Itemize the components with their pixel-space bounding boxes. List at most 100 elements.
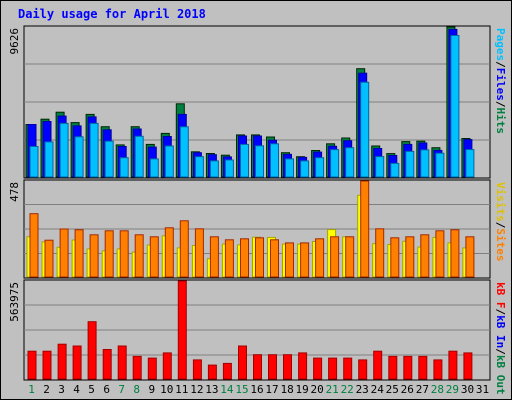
bar-pages-day-17 (270, 143, 279, 178)
bar-kbytes-day-14 (222, 362, 232, 380)
bar-sites-day-14 (224, 239, 234, 278)
panel-top-max-label: 9626 (8, 28, 21, 55)
legend-entry: kB In (494, 315, 507, 348)
day-label-26: 26 (401, 383, 414, 396)
bar-sites-day-24 (375, 228, 385, 278)
bar-pages-day-28 (435, 152, 445, 178)
legend-entry: Files (494, 68, 507, 101)
bar-sites-day-4 (74, 229, 84, 278)
bar-pages-day-18 (285, 158, 294, 178)
bar-sites-day-3 (59, 228, 69, 278)
day-label-2: 2 (43, 383, 50, 396)
legend-entry: kB F (494, 282, 507, 309)
bar-sites-day-8 (134, 234, 144, 278)
bar-pages-day-6 (104, 140, 114, 178)
bar-pages-day-21 (330, 149, 340, 178)
bar-kbytes-day-21 (328, 357, 338, 380)
bar-pages-day-27 (420, 149, 430, 178)
day-label-18: 18 (280, 383, 293, 396)
bar-kbytes-day-11 (177, 280, 187, 380)
day-label-13: 13 (205, 383, 218, 396)
bar-sites-day-23 (360, 180, 370, 278)
bar-sites-day-18 (285, 242, 294, 278)
bar-kbytes-day-16 (253, 354, 262, 380)
bar-kbytes-day-4 (72, 345, 82, 380)
bar-sites-day-6 (104, 230, 114, 278)
bar-kbytes-day-7 (117, 345, 127, 380)
bar-sites-day-21 (330, 236, 340, 278)
panel-middle-legend: Visits/Sites (494, 182, 507, 262)
legend-entry: / (494, 101, 507, 108)
bar-kbytes-day-17 (268, 354, 277, 380)
bar-kbytes-day-13 (207, 364, 217, 380)
day-label-12: 12 (190, 383, 203, 396)
bar-pages-day-4 (74, 136, 84, 178)
panel-top-legend: Pages/Files/Hits (494, 28, 507, 134)
bar-pages-day-8 (134, 135, 144, 178)
day-label-21: 21 (326, 383, 339, 396)
bar-sites-day-1 (29, 213, 39, 278)
bar-kbytes-day-10 (162, 352, 172, 380)
bar-kbytes-day-26 (403, 355, 413, 380)
bar-kbytes-day-9 (147, 357, 157, 380)
bar-pages-day-14 (224, 159, 234, 178)
day-label-24: 24 (371, 383, 385, 396)
day-label-22: 22 (341, 383, 354, 396)
bar-sites-day-28 (435, 230, 445, 278)
bar-pages-day-3 (59, 122, 69, 178)
bar-sites-day-25 (390, 237, 400, 278)
legend-entry: kB Out (494, 355, 507, 395)
bar-sites-day-29 (450, 229, 460, 278)
bar-pages-day-15 (240, 143, 249, 178)
bar-sites-day-12 (194, 228, 204, 278)
bar-sites-day-27 (420, 234, 430, 278)
day-label-19: 19 (295, 383, 308, 396)
bar-pages-day-26 (405, 150, 415, 178)
bar-pages-day-13 (209, 160, 219, 178)
bar-pages-day-25 (390, 162, 400, 178)
panel-bottom-max-label: 563975 (8, 282, 21, 322)
day-label-8: 8 (133, 383, 140, 396)
day-label-28: 28 (431, 383, 444, 396)
bar-kbytes-day-5 (87, 321, 97, 380)
day-label-5: 5 (88, 383, 95, 396)
legend-entry: Sites (494, 228, 507, 261)
day-label-6: 6 (103, 383, 110, 396)
bar-kbytes-day-2 (42, 350, 52, 380)
legend-entry: / (494, 348, 507, 355)
day-label-23: 23 (356, 383, 369, 396)
bar-pages-day-12 (194, 156, 204, 178)
day-label-20: 20 (310, 383, 323, 396)
legend-entry: Hits (494, 108, 507, 135)
bar-pages-day-7 (119, 157, 129, 178)
day-label-1: 1 (28, 383, 35, 396)
legend-entry: / (494, 61, 507, 68)
day-label-3: 3 (58, 383, 65, 396)
bar-sites-day-19 (300, 242, 310, 278)
bar-sites-day-11 (179, 220, 189, 278)
bar-sites-day-15 (240, 238, 249, 278)
bar-sites-day-2 (44, 239, 54, 278)
day-label-16: 16 (250, 383, 263, 396)
bar-pages-day-22 (345, 147, 355, 178)
bar-kbytes-day-22 (343, 357, 353, 380)
bar-pages-day-29 (450, 35, 460, 178)
day-label-17: 17 (265, 383, 278, 396)
bar-kbytes-day-8 (132, 355, 142, 380)
bar-kbytes-day-28 (433, 359, 443, 380)
bar-kbytes-day-29 (448, 350, 458, 380)
bar-sites-day-5 (89, 234, 99, 278)
bar-kbytes-day-30 (463, 352, 473, 380)
day-label-25: 25 (386, 383, 399, 396)
bar-sites-day-22 (345, 236, 355, 278)
bar-pages-day-30 (465, 149, 475, 178)
bar-pages-day-24 (375, 156, 385, 178)
bar-kbytes-day-27 (418, 355, 428, 380)
bar-pages-day-1 (29, 146, 39, 178)
day-label-31: 31 (476, 383, 489, 396)
day-label-11: 11 (175, 383, 188, 396)
bar-pages-day-5 (89, 122, 99, 178)
day-label-27: 27 (416, 383, 429, 396)
bar-kbytes-day-12 (192, 359, 202, 380)
